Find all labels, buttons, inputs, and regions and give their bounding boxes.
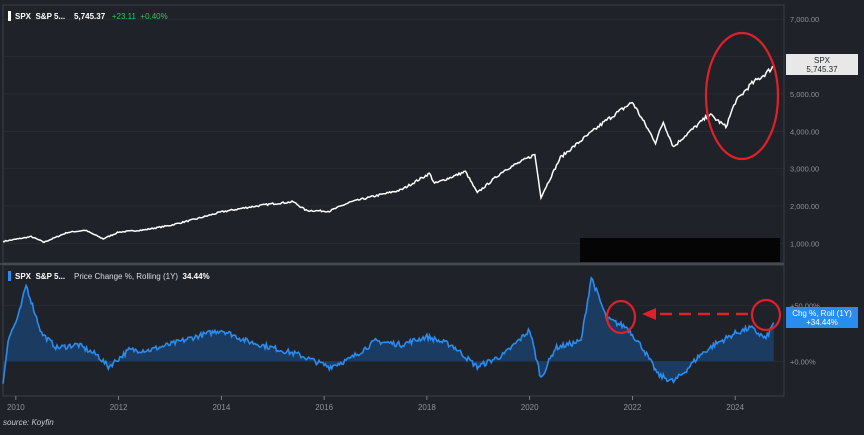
x-tick-label: 2014 — [212, 403, 230, 412]
change-y-tick-label: +50.00% — [790, 301, 820, 310]
change-panel-ticker: SPX — [15, 272, 32, 281]
price-y-tick-label: 2,000.00 — [790, 202, 819, 211]
x-tick-label: 2016 — [315, 403, 333, 412]
price-series-swatch — [8, 11, 11, 21]
price-panel-ticker: SPX — [15, 12, 32, 21]
price-panel-name: S&P 5... — [35, 12, 66, 21]
source-note: source: Koyfin — [3, 418, 54, 427]
redaction-block — [580, 238, 780, 262]
price-y-tick-label: 7,000.00 — [790, 15, 819, 24]
change-series-line — [2, 276, 775, 384]
highlight-circle-current — [750, 298, 782, 332]
x-tick-label: 2022 — [624, 403, 642, 412]
x-tick-label: 2010 — [7, 403, 25, 412]
x-tick-label: 2024 — [726, 403, 744, 412]
x-tick-label: 2018 — [418, 403, 436, 412]
price-y-tick-label: 3,000.00 — [790, 165, 819, 174]
change-panel-header: SPX S&P 5... Price Change %, Rolling (1Y… — [8, 271, 210, 281]
x-tick-label: 2012 — [110, 403, 128, 412]
comparison-arrowhead — [642, 308, 656, 320]
change-panel-indicator: Price Change %, Rolling (1Y) — [74, 272, 179, 281]
x-axis-ticks: 2010 2012 2014 2016 2018 2020 2022 2024 — [7, 396, 745, 412]
price-y-grid — [3, 18, 784, 244]
price-tag-box — [786, 54, 858, 75]
price-y-ticks: 1,000.00 2,000.00 3,000.00 4,000.00 5,000.00… — [790, 15, 819, 248]
price-y-tick-label: 5,000.00 — [790, 90, 819, 99]
price-panel-change-pct: +0.40% — [140, 12, 168, 21]
change-panel-name: S&P 5... — [35, 272, 66, 281]
change-tag-value: +34.44% — [806, 318, 838, 327]
change-panel — [2, 264, 785, 397]
x-tick-label: 2020 — [521, 403, 539, 412]
change-y-tick-label: +0.00% — [790, 357, 816, 366]
change-area — [3, 278, 774, 384]
price-panel — [2, 4, 785, 264]
change-panel-value: 34.44% — [182, 272, 210, 281]
highlight-circle-2021 — [605, 299, 637, 335]
change-y-ticks: +0.00% +50.00% — [790, 301, 820, 366]
change-tag-box — [786, 307, 858, 328]
price-y-tick-label: 1,000.00 — [790, 239, 819, 248]
price-panel-change: +23.11 — [111, 12, 136, 21]
highlight-ellipse-top — [704, 31, 780, 161]
price-tag-ticker: SPX — [814, 56, 831, 65]
price-y-tick-label: 4,000.00 — [790, 127, 819, 136]
price-tag-value: 5,745.37 — [806, 65, 838, 74]
price-panel-last: 5,745.37 — [74, 12, 106, 21]
price-series-line — [2, 65, 775, 244]
price-panel-header: SPX S&P 5... 5,745.37 +23.11 +0.40% — [8, 11, 168, 21]
change-tag-label: Chg %, Roll (1Y) — [792, 309, 852, 318]
change-series-swatch — [8, 271, 11, 281]
